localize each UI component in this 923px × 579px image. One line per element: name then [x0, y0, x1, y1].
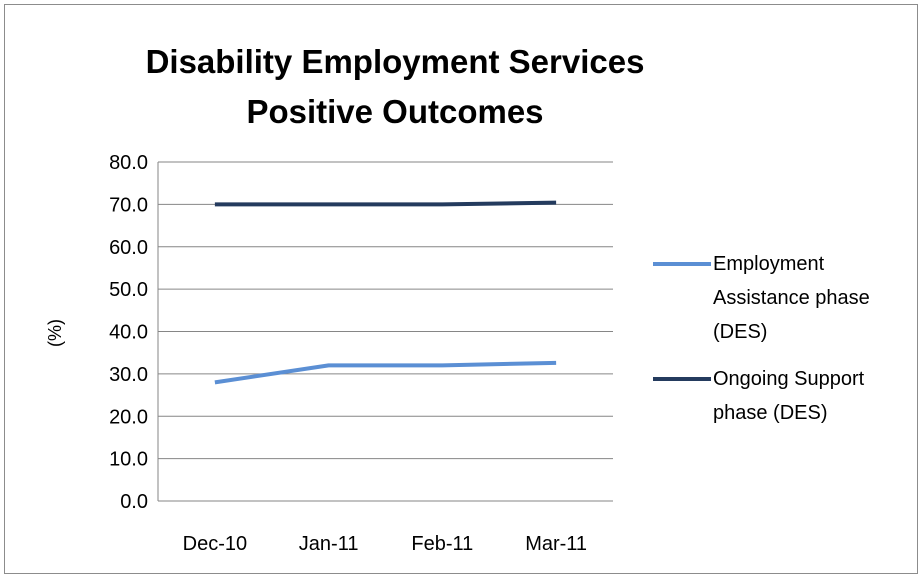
chart-title: Disability Employment Services Positive …: [146, 43, 645, 130]
chart-title-line-1: Disability Employment Services: [146, 43, 645, 80]
y-axis-title: (%): [45, 319, 65, 347]
legend-label-2: Ongoing Support: [713, 368, 865, 390]
y-tick-label: 50.0: [109, 279, 148, 301]
series-lines: [214, 200, 557, 385]
legend: Employment Assistance phase (DES) Ongoing S…: [653, 253, 870, 424]
y-tick-label: 30.0: [109, 364, 148, 386]
chart-frame: Disability Employment Services Positive …: [4, 4, 918, 574]
chart-title-line-2: Positive Outcomes: [246, 93, 543, 130]
y-axis-tick-labels: 0.0 10.0 20.0 30.0 40.0 50.0 60.0 70.0 80.0: [109, 152, 148, 513]
legend-label-2: phase (DES): [713, 402, 828, 424]
y-tick-label: 20.0: [109, 406, 148, 428]
y-tick-label: 70.0: [109, 194, 148, 216]
series-line-2: [214, 200, 557, 207]
y-tick-label: 60.0: [109, 237, 148, 259]
y-tick-label: 0.0: [120, 491, 148, 513]
x-tick-label: Feb-11: [411, 533, 473, 555]
x-axis-tick-labels: Dec-10 Jan-11 Feb-11 Mar-11: [183, 533, 587, 555]
legend-label-1: Assistance phase: [713, 287, 870, 309]
x-tick-label: Dec-10: [183, 533, 247, 555]
x-tick-label: Mar-11: [525, 533, 587, 555]
y-tick-label: 10.0: [109, 449, 148, 471]
series-line-1: [214, 360, 557, 385]
y-tick-label: 80.0: [109, 152, 148, 174]
y-tick-label: 40.0: [109, 322, 148, 344]
legend-label-1: (DES): [713, 321, 767, 343]
chart-svg: Disability Employment Services Positive …: [45, 43, 870, 555]
gridlines: [157, 161, 613, 502]
legend-label-1: Employment: [713, 253, 825, 275]
x-tick-label: Jan-11: [299, 533, 359, 555]
